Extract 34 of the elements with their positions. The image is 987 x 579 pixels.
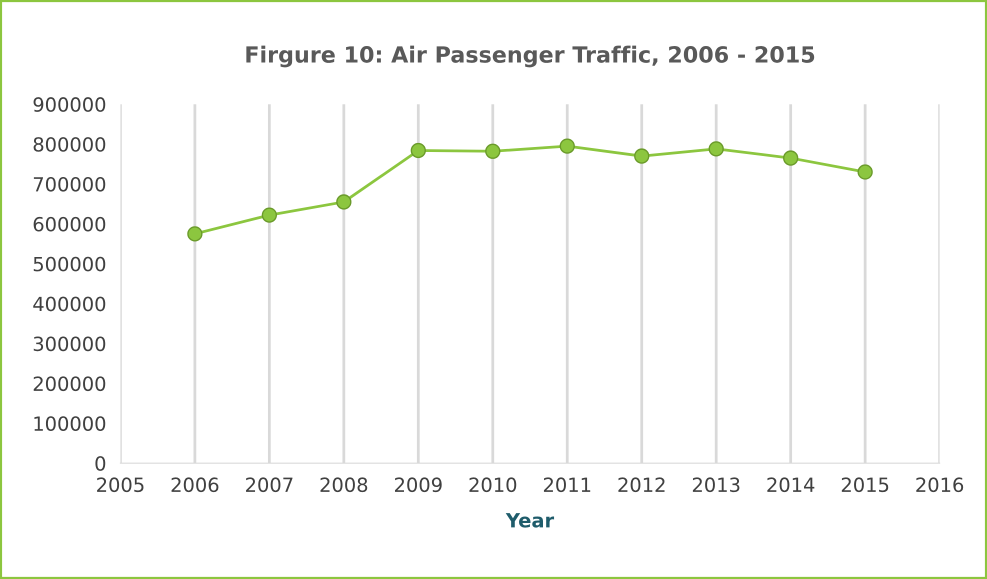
x-tick-label: 2012 <box>618 477 665 492</box>
y-tick-label: 600000 <box>34 216 106 232</box>
y-tick-label: 500000 <box>34 256 106 272</box>
x-tick-label: 2009 <box>394 477 442 492</box>
x-tick-label: 2014 <box>767 477 814 492</box>
x-tick-label: 2005 <box>97 477 144 492</box>
point <box>783 150 798 166</box>
point <box>262 207 277 223</box>
x-tick-label: 2016 <box>916 477 964 492</box>
x-tick-label: 2011 <box>544 477 590 492</box>
point <box>485 144 500 159</box>
x-tick-label: 2013 <box>692 477 740 492</box>
point <box>336 194 352 210</box>
y-tick-label: 100000 <box>34 416 106 431</box>
y-tick-label: 400000 <box>33 296 106 312</box>
y-tick-label: 800000 <box>34 137 106 152</box>
x-tick-label: 2015 <box>842 477 888 492</box>
y-tick-label: 0 <box>95 456 106 471</box>
point <box>634 148 650 164</box>
point <box>858 164 873 180</box>
x-tick-label: 2007 <box>246 477 292 492</box>
y-tick-label: 900000 <box>34 97 106 112</box>
x-axis-title: Year <box>506 513 554 528</box>
x-tick-label: 2010 <box>469 477 516 492</box>
y-tick-label: 700000 <box>34 176 106 192</box>
y-tick-label: 300000 <box>34 336 106 352</box>
point <box>560 138 575 154</box>
point <box>410 142 426 158</box>
chart-title: Firgure 10: Air Passenger Traffic, 2006 - 2015 <box>246 46 814 68</box>
x-tick-label: 2006 <box>172 477 218 492</box>
point <box>187 226 203 242</box>
x-tick-label: 2008 <box>320 477 368 492</box>
point <box>708 141 724 157</box>
y-tick-label: 200000 <box>34 376 106 392</box>
